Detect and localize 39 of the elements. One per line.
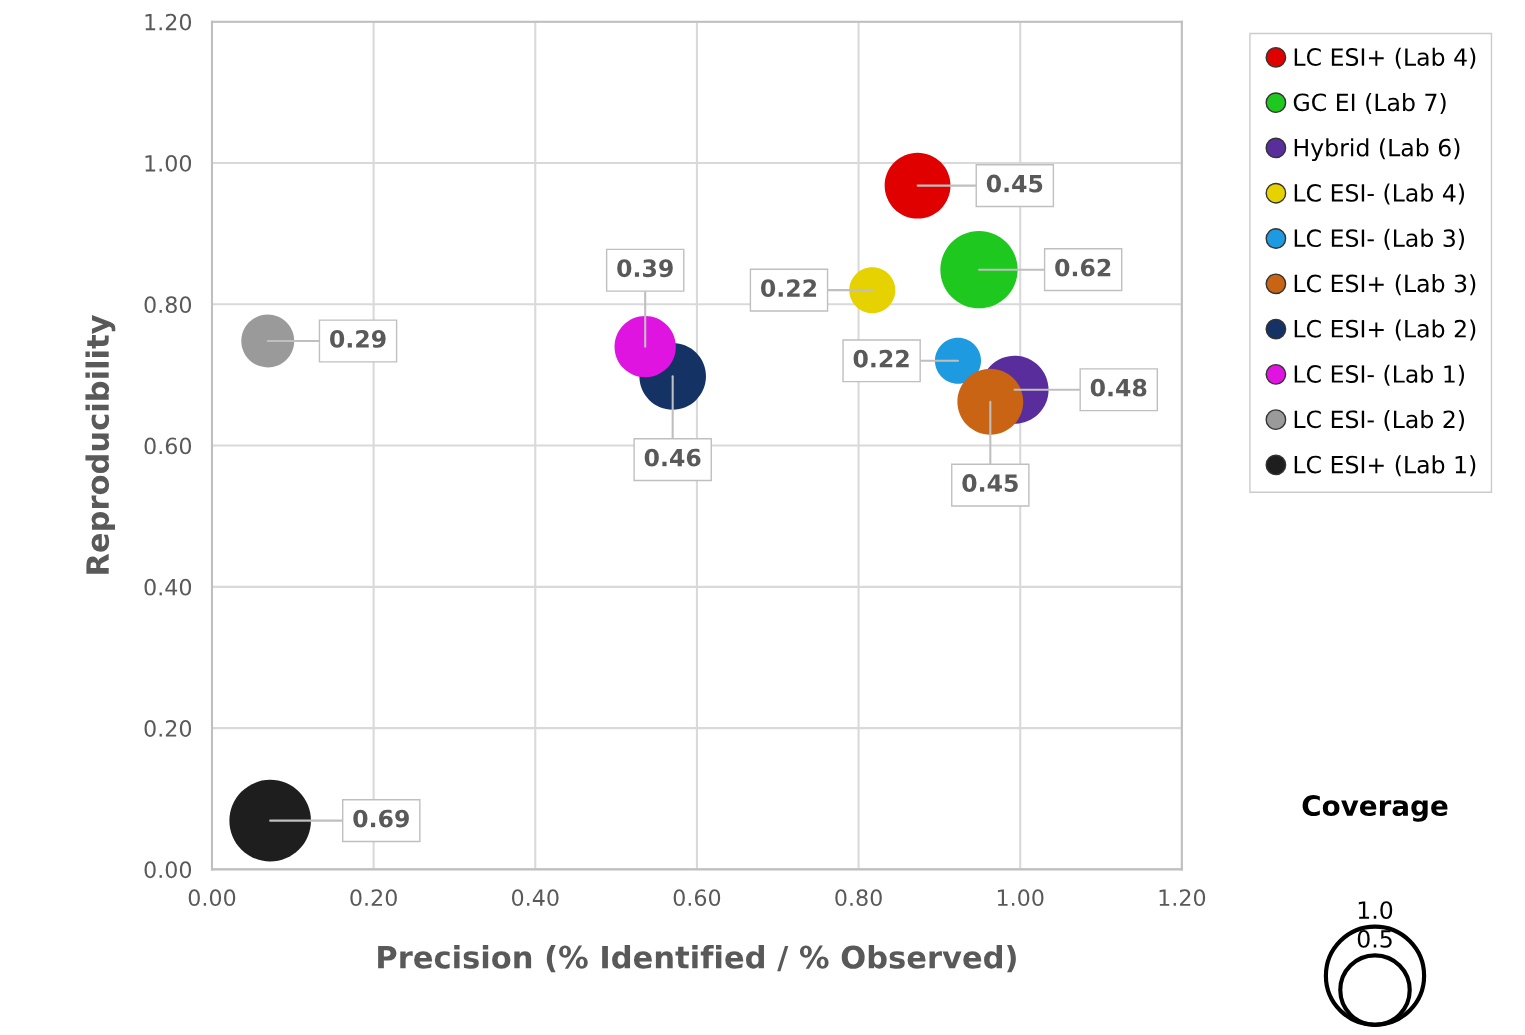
legend-label: LC ESI- (Lab 3) bbox=[1294, 228, 1465, 250]
data-label: 0.39 bbox=[617, 259, 673, 278]
x-tick-label: 0.40 bbox=[512, 889, 559, 907]
y-tick-label: 0.60 bbox=[144, 437, 192, 455]
data-label: 0.45 bbox=[986, 174, 1043, 193]
data-label: 0.48 bbox=[1090, 378, 1147, 397]
legend-label: 1.0 bbox=[1358, 901, 1393, 920]
y-tick-label: 0.80 bbox=[144, 296, 192, 314]
data-label: 0.46 bbox=[644, 448, 701, 467]
legend-label: LC ESI- (Lab 1) bbox=[1294, 364, 1465, 386]
data-label: 0.45 bbox=[962, 474, 1018, 492]
data-label: 0.29 bbox=[330, 330, 386, 348]
data-label: 0.62 bbox=[1055, 258, 1111, 277]
x-tick-label: 1.00 bbox=[997, 889, 1044, 907]
x-tick-label: 1.20 bbox=[1159, 889, 1206, 907]
legend-label: LC ESI+ (Lab 3) bbox=[1294, 274, 1476, 296]
data-label: 0.22 bbox=[853, 349, 909, 368]
x-axis-title: Precision (% Identified / % Observed) bbox=[378, 945, 1016, 973]
x-tick-label: 0.20 bbox=[350, 889, 397, 907]
y-axis-title: Reproducibility bbox=[85, 315, 116, 574]
y-tick-label: 1.00 bbox=[145, 154, 192, 172]
y-tick-label: 0.00 bbox=[144, 861, 192, 879]
x-tick-label: 0.00 bbox=[188, 889, 236, 907]
data-label: 0.22 bbox=[760, 279, 817, 298]
legend-label: 0.5 bbox=[1357, 929, 1392, 948]
legend-label: GC EI (Lab 7) bbox=[1293, 92, 1446, 115]
text: Coverage bbox=[1302, 795, 1448, 822]
y-tick-label: 0.20 bbox=[144, 720, 192, 737]
x-tick-label: 0.60 bbox=[673, 889, 721, 907]
legend-label: LC ESI- (Lab 2) bbox=[1294, 409, 1465, 432]
y-tick-label: 1.20 bbox=[145, 13, 192, 31]
y-tick-label: 0.40 bbox=[144, 578, 192, 596]
x-tick-label: 0.80 bbox=[835, 889, 882, 907]
legend-label: LC ESI+ (Lab 2) bbox=[1294, 319, 1476, 341]
data-label: 0.69 bbox=[353, 809, 409, 828]
legend-label: LC ESI- (Lab 4) bbox=[1294, 183, 1465, 205]
legend-label: LC ESI+ (Lab 4) bbox=[1294, 47, 1476, 69]
legend-label: LC ESI+ (Lab 1) bbox=[1294, 455, 1476, 477]
legend-label: Hybrid (Lab 6) bbox=[1294, 138, 1460, 162]
